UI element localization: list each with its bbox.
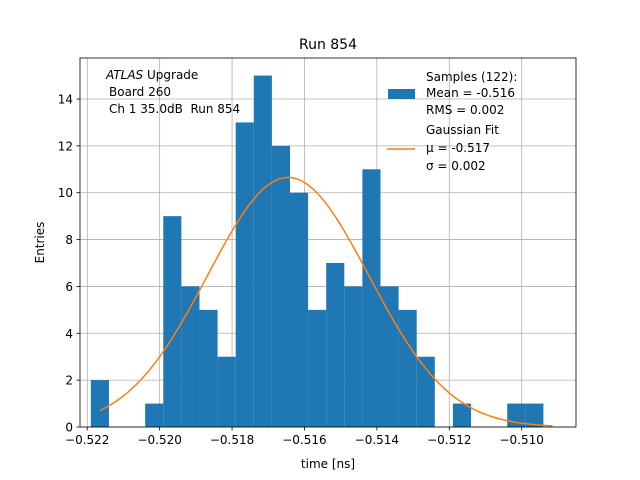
plot-frame — [79, 57, 577, 428]
histogram-bars — [90, 75, 544, 428]
x-tick-label: −0.510 — [499, 433, 543, 447]
histogram-bar — [308, 309, 327, 427]
histogram-bar — [163, 216, 182, 427]
histogram-bar — [145, 403, 164, 427]
y-tick-label: 12 — [58, 139, 73, 153]
y-tick-label: 10 — [58, 186, 73, 200]
histogram-bar — [235, 122, 254, 427]
legend-histogram-line-2: Mean = -0.516 — [426, 86, 515, 100]
x-tick-label: −0.522 — [65, 433, 109, 447]
histogram-bar — [344, 286, 363, 427]
histogram-bar — [289, 192, 309, 427]
annotation-line-2: Board 260 — [109, 85, 171, 99]
x-axis-ticks: −0.522 −0.520 −0.518 −0.516 −0.514 −0.512 −0.5… — [65, 427, 544, 447]
annotation-line-1: ATLAS Upgrade — [105, 68, 198, 82]
annotation-line-3: Ch 1 35.0dB Run 854 — [109, 102, 240, 116]
histogram-bar — [398, 309, 417, 427]
histogram-bar — [217, 356, 236, 427]
histogram-bar — [253, 75, 272, 428]
y-tick-label: 14 — [58, 93, 73, 107]
x-tick-label: −0.516 — [282, 433, 326, 447]
y-axis-label: Entries — [33, 222, 47, 264]
legend-histogram-swatch — [388, 89, 415, 99]
histogram-bar — [380, 286, 399, 427]
histogram-bar — [199, 309, 218, 427]
histogram-bar — [525, 403, 544, 427]
legend-fit-line-2: μ = -0.517 — [426, 141, 490, 155]
x-axis-label: time [ns] — [301, 457, 355, 471]
atlas-annotation: ATLAS Upgrade Board 260 Ch 1 35.0dB Run … — [105, 68, 240, 116]
y-tick-label: 8 — [65, 233, 73, 247]
x-tick-label: −0.514 — [355, 433, 399, 447]
gaussian-fit-line — [99, 176, 553, 427]
histogram-bar — [181, 286, 200, 427]
legend: Samples (122): Mean = -0.516 RMS = 0.002… — [387, 70, 517, 173]
y-tick-label: 2 — [65, 374, 73, 388]
histogram-bar — [452, 403, 472, 427]
histogram-bar — [271, 145, 290, 427]
chart-title: Run 854 — [299, 37, 357, 53]
histogram-bar — [90, 380, 109, 427]
legend-fit-line-1: Gaussian Fit — [426, 123, 499, 137]
histogram-bar — [416, 356, 435, 427]
histogram-bar — [362, 169, 381, 428]
y-axis-ticks: 0 2 4 6 8 10 12 14 — [58, 93, 80, 435]
y-tick-label: 6 — [65, 280, 73, 294]
annotation-upgrade: Upgrade — [143, 68, 198, 82]
legend-histogram-line-1: Samples (122): — [426, 70, 517, 84]
x-tick-label: −0.518 — [210, 433, 254, 447]
y-tick-label: 0 — [65, 421, 73, 435]
legend-histogram-line-3: RMS = 0.002 — [426, 103, 504, 117]
histogram-bar — [326, 263, 345, 427]
y-tick-label: 4 — [65, 327, 73, 341]
annotation-atlas: ATLAS — [105, 68, 144, 82]
legend-fit-line-3: σ = 0.002 — [426, 159, 486, 173]
x-tick-label: −0.520 — [137, 433, 181, 447]
x-tick-label: −0.512 — [427, 433, 471, 447]
